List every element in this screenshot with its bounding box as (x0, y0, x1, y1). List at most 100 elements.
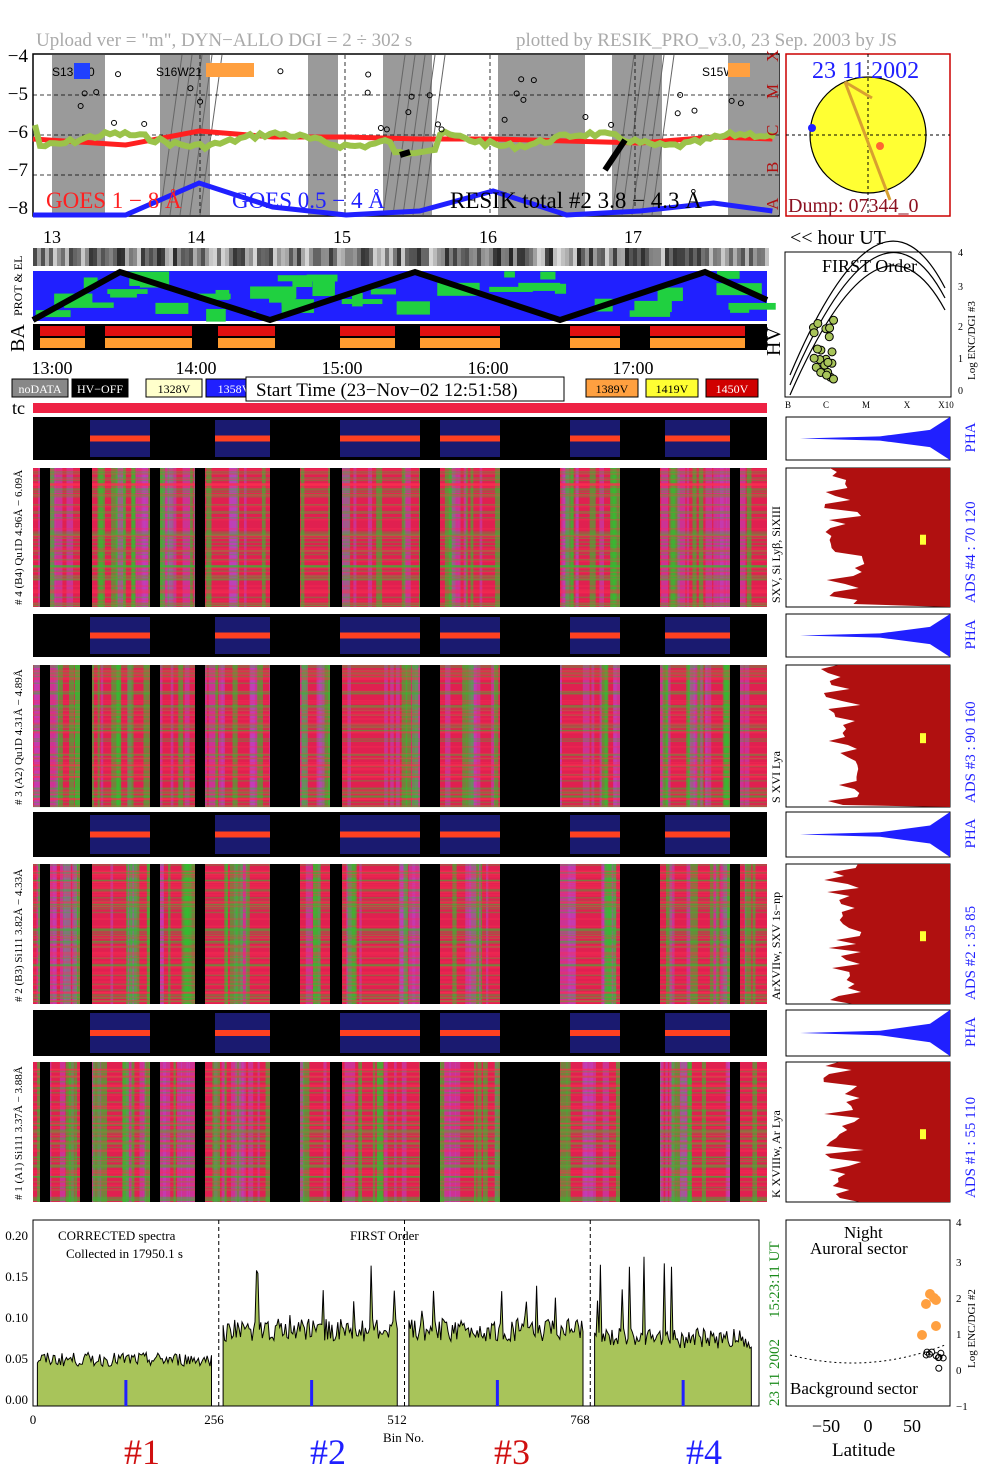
strip-cell (637, 248, 641, 266)
ads-row (33, 705, 767, 707)
strip-cell (641, 248, 645, 266)
ads-row (33, 677, 767, 680)
ads-row (33, 471, 767, 473)
ads-column (390, 665, 394, 807)
fo-point (824, 332, 834, 342)
ads-row (33, 1176, 767, 1178)
ads-column (676, 1062, 681, 1202)
strip-cell (293, 248, 297, 266)
ads-row (33, 957, 767, 959)
event-marker (501, 116, 508, 123)
strip-cell (369, 248, 373, 266)
strip-cell (753, 248, 757, 266)
strip-cell (761, 248, 765, 266)
strip-cell (325, 248, 329, 266)
ads-row (33, 491, 767, 493)
ads-histogram (820, 665, 950, 807)
ads-gap (420, 1062, 440, 1202)
lat-point (931, 1321, 941, 1331)
ads-column (401, 468, 406, 607)
ads-column (139, 1062, 144, 1202)
ads-row (33, 932, 767, 934)
prot-cell (64, 302, 114, 308)
spectrum-xlabel: Bin No. (383, 1430, 424, 1445)
pha-line (570, 435, 620, 442)
ads-row (33, 911, 767, 914)
ads-row (33, 1174, 767, 1177)
ads-row (33, 604, 767, 606)
ads-row (33, 764, 767, 766)
prot-cell (634, 300, 672, 313)
fo-y-tick: 1 (958, 354, 963, 365)
ads-row (33, 991, 767, 994)
ads-column (411, 665, 419, 807)
ads-column (744, 864, 752, 1004)
ads-gap (150, 665, 160, 807)
ads-column (69, 665, 75, 807)
strip-cell (685, 248, 689, 266)
strip-cell (301, 248, 305, 266)
ba-cell (340, 338, 395, 348)
pha-line (665, 435, 730, 442)
ads-row (33, 1085, 767, 1087)
ads-row (33, 565, 767, 567)
ads-row (33, 1199, 767, 1201)
ads-column (575, 468, 579, 607)
ads-row (33, 1071, 767, 1073)
latitude-panel: Night Auroral sector Background sector −… (785, 1217, 978, 1461)
strip-cell (73, 248, 77, 266)
ads-row (33, 1101, 767, 1104)
pha-line (215, 1030, 270, 1036)
ads-row (33, 729, 767, 732)
ads-row (33, 1124, 767, 1127)
strip-cell (657, 248, 661, 266)
ads-row (33, 992, 767, 994)
strip-cell (45, 248, 49, 266)
ads-row (33, 757, 767, 759)
ads-column (265, 1062, 272, 1202)
hv-label: HV (763, 327, 785, 356)
ads-row (33, 731, 767, 734)
ads-column (168, 468, 177, 607)
ba-cell (650, 326, 745, 336)
ads-column (394, 1062, 397, 1202)
ads-row (33, 483, 767, 485)
ads-column (738, 468, 746, 607)
ads-column (582, 1062, 588, 1202)
ads-row (33, 1142, 767, 1144)
strip-cell (229, 248, 233, 266)
ads-column (466, 665, 474, 807)
ads-row (33, 1000, 767, 1003)
strip-cell (481, 248, 485, 266)
hour-tick-bottom: 13:00 (31, 358, 72, 378)
ads-column (599, 665, 602, 807)
pha-line (570, 632, 620, 639)
ads-column (485, 864, 489, 1004)
pha-line (90, 831, 150, 838)
ads-row (33, 769, 767, 771)
ads-row (33, 512, 767, 514)
ads-row (33, 504, 767, 506)
ads-column (326, 665, 331, 807)
fo-y-tick: 2 (958, 322, 963, 333)
ads-label: ADS #1 : 55 110 (963, 1097, 979, 1198)
ads-column (224, 864, 228, 1004)
ads-column (257, 1062, 260, 1202)
event-marker (728, 97, 735, 104)
ads-row (33, 575, 767, 577)
strip-cell (653, 248, 657, 266)
ads-row (33, 537, 767, 539)
strip-cell (617, 248, 621, 266)
goes-class-letter: X (763, 50, 782, 62)
strip-cell (693, 248, 697, 266)
strip-cell (625, 248, 629, 266)
strip-cell (605, 248, 609, 266)
strip-cell (49, 248, 53, 266)
ads-column (605, 864, 613, 1004)
ads-row (33, 493, 767, 495)
dump-label: Dump: 07344_0 (788, 195, 919, 217)
strip-cell (525, 248, 529, 266)
spec-x-tick: 256 (204, 1412, 224, 1427)
ads-row (33, 1156, 767, 1158)
event-marker (518, 76, 525, 83)
